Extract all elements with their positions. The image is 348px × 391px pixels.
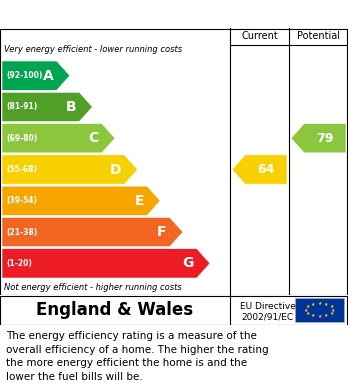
Polygon shape bbox=[2, 124, 115, 153]
Text: ★: ★ bbox=[306, 304, 310, 309]
Text: ★: ★ bbox=[303, 307, 308, 312]
Text: ★: ★ bbox=[329, 311, 334, 316]
Text: B: B bbox=[66, 100, 76, 114]
Text: ★: ★ bbox=[331, 307, 335, 312]
Polygon shape bbox=[2, 249, 210, 278]
Text: C: C bbox=[89, 131, 99, 145]
Text: Not energy efficient - higher running costs: Not energy efficient - higher running co… bbox=[4, 283, 182, 292]
Text: ★: ★ bbox=[324, 313, 329, 318]
Text: (69-80): (69-80) bbox=[6, 134, 37, 143]
Text: A: A bbox=[43, 69, 54, 83]
Text: (81-91): (81-91) bbox=[6, 102, 37, 111]
Polygon shape bbox=[2, 155, 137, 184]
Text: 79: 79 bbox=[316, 132, 334, 145]
Text: G: G bbox=[182, 256, 194, 270]
Text: ★: ★ bbox=[317, 314, 322, 319]
Text: (1-20): (1-20) bbox=[6, 259, 32, 268]
Text: Very energy efficient - lower running costs: Very energy efficient - lower running co… bbox=[4, 45, 182, 54]
Text: The energy efficiency rating is a measure of the
overall efficiency of a home. T: The energy efficiency rating is a measur… bbox=[6, 331, 269, 382]
Text: ★: ★ bbox=[324, 302, 329, 307]
Text: ★: ★ bbox=[317, 301, 322, 306]
Polygon shape bbox=[2, 217, 183, 247]
Polygon shape bbox=[2, 61, 70, 90]
Text: England & Wales: England & Wales bbox=[37, 301, 193, 319]
Text: (21-38): (21-38) bbox=[6, 228, 37, 237]
Text: D: D bbox=[110, 163, 121, 176]
Text: (55-68): (55-68) bbox=[6, 165, 37, 174]
Text: ★: ★ bbox=[329, 304, 334, 309]
Text: F: F bbox=[157, 225, 167, 239]
Bar bbox=[295, 298, 344, 322]
Text: Potential: Potential bbox=[297, 31, 340, 41]
Text: 64: 64 bbox=[258, 163, 275, 176]
Text: (39-54): (39-54) bbox=[6, 196, 37, 205]
Polygon shape bbox=[2, 186, 160, 215]
Text: Energy Efficiency Rating: Energy Efficiency Rating bbox=[69, 7, 279, 22]
Text: ★: ★ bbox=[306, 311, 310, 316]
Text: EU Directive: EU Directive bbox=[239, 302, 295, 311]
Polygon shape bbox=[2, 92, 93, 122]
Text: (92-100): (92-100) bbox=[6, 71, 42, 80]
Text: Current: Current bbox=[241, 31, 278, 41]
Text: ★: ★ bbox=[310, 302, 315, 307]
Text: 2002/91/EC: 2002/91/EC bbox=[242, 312, 294, 321]
Text: E: E bbox=[135, 194, 144, 208]
Text: ★: ★ bbox=[310, 313, 315, 318]
Polygon shape bbox=[232, 155, 287, 184]
Polygon shape bbox=[291, 124, 346, 153]
